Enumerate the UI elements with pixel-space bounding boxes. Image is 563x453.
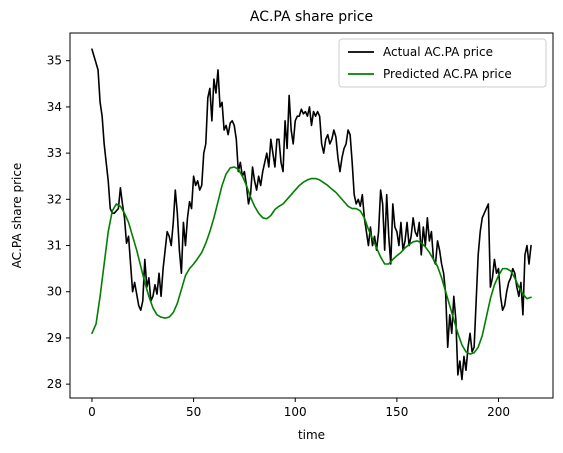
x-axis-label: time <box>298 428 325 442</box>
legend: Actual AC.PA price Predicted AC.PA price <box>338 38 547 88</box>
plot-frame <box>69 32 554 399</box>
y-tick-label: 33 <box>47 146 62 160</box>
legend-box <box>338 38 547 88</box>
series-line-actual <box>91 48 532 381</box>
series-line-predicted <box>91 166 532 355</box>
y-axis: 28 29 30 31 32 33 34 35 <box>47 54 70 391</box>
x-tick-label: 100 <box>284 405 307 419</box>
x-tick-label: 0 <box>88 405 96 419</box>
y-tick-label: 34 <box>47 100 62 114</box>
x-tick-label: 150 <box>385 405 408 419</box>
legend-entry-label: Actual AC.PA price <box>383 45 493 59</box>
y-tick-label: 31 <box>47 239 62 253</box>
y-tick-label: 35 <box>47 54 62 68</box>
x-tick-label: 200 <box>487 405 510 419</box>
y-tick-label: 30 <box>47 285 62 299</box>
x-tick-label: 50 <box>186 405 201 419</box>
chart-title: AC.PA share price <box>250 9 373 25</box>
y-tick-label: 28 <box>47 377 62 391</box>
y-tick-label: 32 <box>47 192 62 206</box>
x-axis: 0 50 100 150 200 <box>88 398 510 419</box>
legend-entry-label: Predicted AC.PA price <box>383 67 512 81</box>
series-layer <box>91 48 532 381</box>
y-axis-label: AC.PA share price <box>10 163 24 269</box>
plot-area <box>69 32 554 399</box>
y-tick-label: 29 <box>47 331 62 345</box>
